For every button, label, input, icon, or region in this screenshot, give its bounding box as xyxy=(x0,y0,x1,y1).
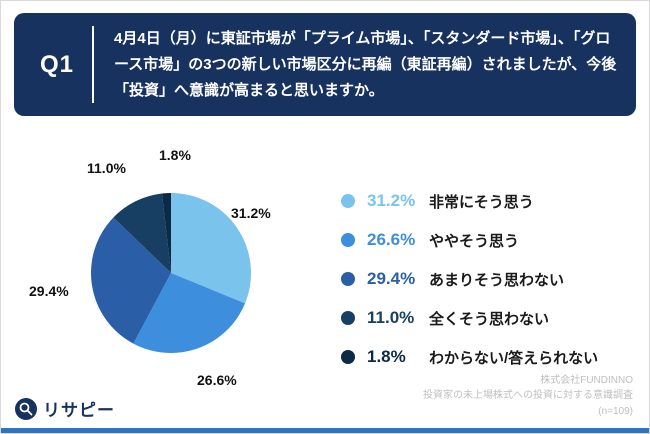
legend-item: 11.0% 全くそう思わない xyxy=(341,306,598,330)
legend-item: 26.6% ややそう思う xyxy=(341,228,598,252)
pie-value-label: 31.2% xyxy=(231,205,271,221)
pie-slice-3 xyxy=(113,193,171,273)
question-text: 4月4日（月）に東証市場が「プライム市場」、「スタンダード市場」、「グロース市場… xyxy=(92,26,618,104)
legend-item: 1.8% わからない/答えられない xyxy=(341,345,598,369)
legend-label: あまりそう思わない xyxy=(429,271,565,289)
legend-item: 31.2% 非常にそう思う xyxy=(341,189,598,213)
legend: 31.2% 非常にそう思う 26.6% ややそう思う 29.4% あまりそう思わ… xyxy=(341,189,598,384)
pie-slice-0 xyxy=(171,193,252,304)
pie-value-label: 29.4% xyxy=(29,283,69,299)
pie-chart xyxy=(91,193,252,354)
legend-label: 非常にそう思う xyxy=(429,193,534,211)
legend-color-dot xyxy=(341,311,355,325)
pie-value-label: 11.0% xyxy=(87,160,126,176)
legend-percent: 26.6% xyxy=(367,230,416,249)
legend-percent: 11.0% xyxy=(367,308,415,327)
legend-percent: 29.4% xyxy=(367,269,416,288)
legend-color-dot xyxy=(341,233,355,247)
legend-color-dot xyxy=(341,350,355,364)
pie-slice-2 xyxy=(91,217,171,344)
legend-label: わからない/答えられない xyxy=(429,349,599,367)
risapy-logo-icon xyxy=(15,397,37,420)
legend-label: ややそう思う xyxy=(429,232,520,250)
pie-value-label: 1.8% xyxy=(159,147,191,163)
legend-item: 29.4% あまりそう思わない xyxy=(341,267,598,291)
pie-slice-1 xyxy=(133,273,246,354)
legend-percent: 1.8% xyxy=(367,347,406,366)
risapy-logo-text: リサピー xyxy=(43,401,115,420)
pie-chart-svg xyxy=(91,193,252,354)
legend-percent: 31.2% xyxy=(367,191,416,210)
legend-color-dot xyxy=(341,194,355,208)
survey-source: 株式会社FUNDINNO 投資家の未上場株式への投資に対する意識調査 (n=10… xyxy=(423,373,633,420)
question-header: Q1 4月4日（月）に東証市場が「プライム市場」、「スタンダード市場」、「グロー… xyxy=(14,13,636,117)
bottom-accent-bar xyxy=(1,428,649,433)
pie-slice-4 xyxy=(161,193,171,273)
risapy-logo: リサピー xyxy=(15,396,115,421)
survey-source-line: 株式会社FUNDINNO xyxy=(540,374,633,386)
survey-source-line: (n=109) xyxy=(598,405,633,417)
legend-label: 全くそう思わない xyxy=(429,310,550,328)
survey-source-line: 投資家の未上場株式への投資に対する意識調査 xyxy=(423,390,633,401)
legend-color-dot xyxy=(341,272,355,286)
pie-value-label: 26.6% xyxy=(197,372,237,388)
question-number: Q1 xyxy=(40,50,75,78)
